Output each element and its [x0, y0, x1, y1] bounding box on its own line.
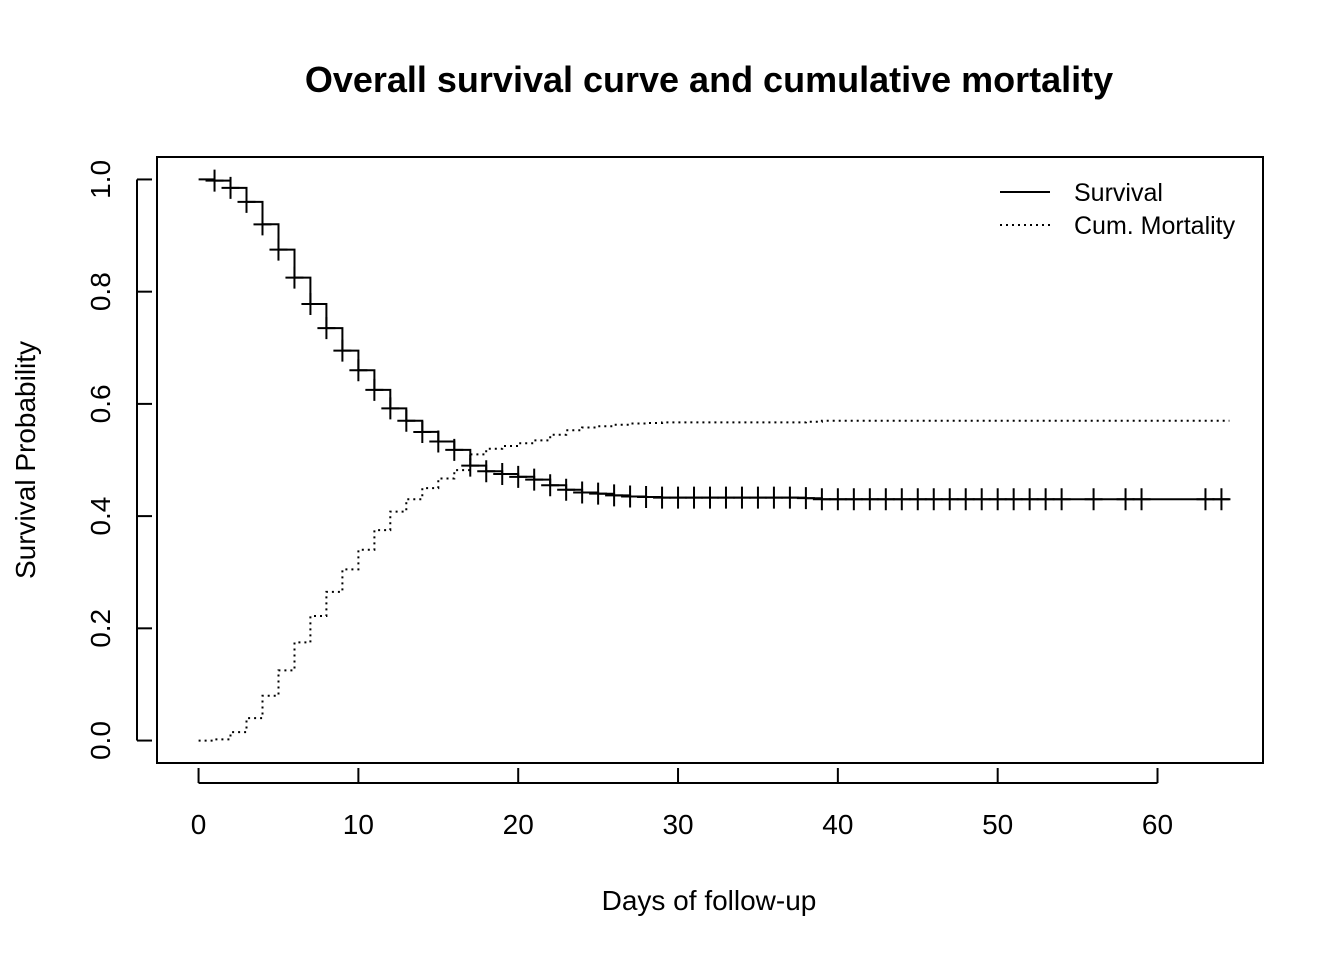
censor-mark	[844, 488, 863, 511]
censor-mark	[860, 488, 879, 511]
censor-mark	[269, 238, 288, 261]
censor-mark	[509, 465, 528, 488]
censor-mark	[1004, 488, 1023, 511]
censor-mark	[1116, 488, 1135, 511]
censor-mark	[637, 486, 656, 509]
legend-label-survival: Survival	[1074, 179, 1163, 207]
censor-mark	[812, 488, 831, 511]
censor-mark	[237, 190, 256, 213]
legend: Survival Cum. Mortality	[1000, 179, 1236, 240]
censor-mark	[493, 463, 512, 486]
x-tick-label: 40	[822, 809, 853, 840]
censor-mark	[317, 317, 336, 340]
censor-mark	[1196, 488, 1215, 511]
censor-mark	[221, 176, 240, 199]
censor-mark	[908, 488, 927, 511]
censor-mark	[972, 488, 991, 511]
censor-mark	[748, 486, 767, 509]
censor-mark	[780, 486, 799, 509]
y-axis-label: Survival Probability	[10, 341, 41, 579]
x-tick-label: 50	[982, 809, 1013, 840]
censor-mark	[669, 486, 688, 509]
x-tick-label: 30	[662, 809, 693, 840]
censor-mark	[573, 481, 592, 504]
censor-mark	[413, 420, 432, 443]
censor-mark	[397, 409, 416, 432]
legend-label-cum-mortality: Cum. Mortality	[1074, 212, 1236, 240]
y-tick-label: 0.8	[85, 272, 116, 311]
x-axis: 0 10 20 30 40 50 60	[191, 768, 1173, 840]
censor-mark	[732, 486, 751, 509]
y-tick-label: 0.4	[85, 497, 116, 536]
x-tick-label: 60	[1142, 809, 1173, 840]
x-axis-label: Days of follow-up	[602, 885, 817, 916]
y-tick-label: 0.6	[85, 384, 116, 423]
censor-mark	[477, 460, 496, 483]
censor-mark	[429, 430, 448, 453]
censor-mark	[940, 488, 959, 511]
censor-mark	[541, 474, 560, 497]
censor-mark	[333, 339, 352, 362]
censor-mark	[525, 468, 544, 491]
censor-mark	[1052, 488, 1071, 511]
censor-mark	[381, 397, 400, 420]
censor-mark	[365, 378, 384, 401]
censor-mark	[1036, 488, 1055, 511]
censor-mark	[621, 485, 640, 508]
cum-mortality-series-line	[198, 419, 1230, 742]
x-tick-label: 10	[343, 809, 374, 840]
series-layer	[198, 169, 1231, 742]
censor-mark	[445, 438, 464, 461]
censor-mark	[1020, 488, 1039, 511]
y-axis: 0.0 0.2 0.4 0.6 0.8 1.0	[85, 160, 152, 760]
censor-mark	[653, 486, 672, 509]
censor-mark	[605, 484, 624, 507]
censor-mark	[685, 486, 704, 509]
y-tick-label: 0.0	[85, 721, 116, 760]
censor-mark	[796, 487, 815, 510]
censor-mark	[1212, 488, 1231, 511]
censor-mark	[716, 486, 735, 509]
censor-mark	[1132, 488, 1151, 511]
y-tick-label: 1.0	[85, 160, 116, 199]
y-tick-label: 0.2	[85, 609, 116, 648]
censor-mark	[876, 488, 895, 511]
censor-mark	[301, 293, 320, 316]
censor-mark	[701, 486, 719, 509]
x-tick-label: 20	[503, 809, 534, 840]
censor-mark	[589, 482, 608, 505]
plot-area-frame	[156, 156, 1264, 764]
censor-mark	[924, 488, 943, 511]
censor-mark	[892, 488, 911, 511]
censor-mark	[828, 488, 847, 511]
censor-mark	[205, 169, 224, 192]
censor-mark	[956, 488, 975, 511]
censor-mark	[1084, 488, 1103, 511]
x-tick-label: 0	[191, 809, 207, 840]
chart-title: Overall survival curve and cumulative mo…	[305, 59, 1113, 100]
censor-mark	[285, 266, 304, 289]
censor-mark	[557, 478, 576, 501]
censor-mark	[764, 486, 783, 509]
censor-mark	[349, 359, 368, 382]
censor-mark	[988, 488, 1007, 511]
censor-mark	[253, 213, 272, 236]
